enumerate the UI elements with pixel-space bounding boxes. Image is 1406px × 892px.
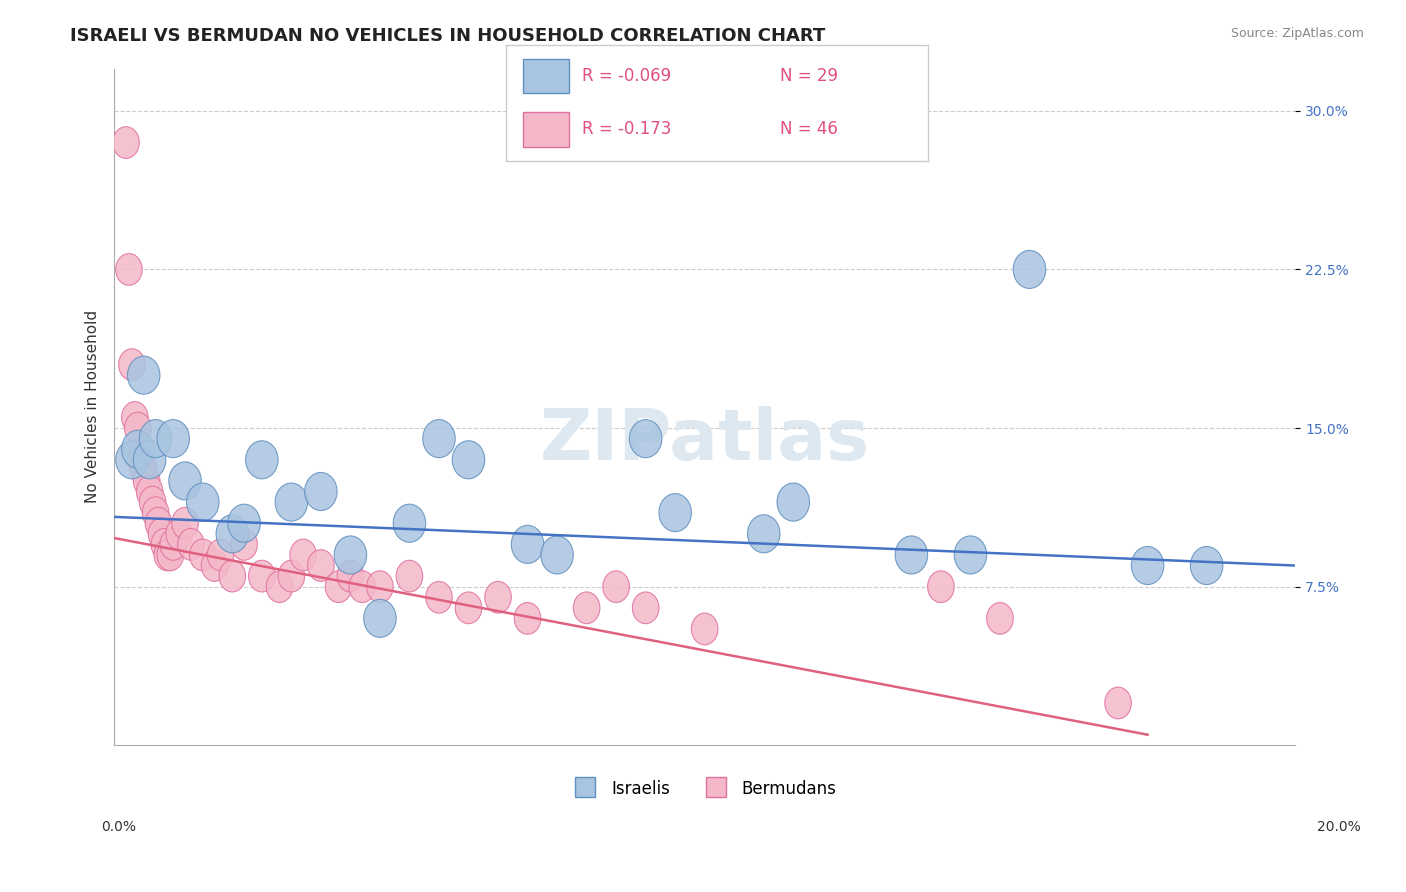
Ellipse shape — [574, 592, 600, 624]
Ellipse shape — [423, 419, 456, 458]
Ellipse shape — [134, 441, 166, 479]
Ellipse shape — [172, 508, 198, 539]
Ellipse shape — [169, 462, 201, 500]
Ellipse shape — [217, 515, 249, 553]
Ellipse shape — [145, 508, 172, 539]
Ellipse shape — [1132, 547, 1164, 584]
Ellipse shape — [231, 529, 257, 560]
Ellipse shape — [305, 473, 337, 510]
Text: 0.0%: 0.0% — [101, 821, 136, 834]
Ellipse shape — [290, 539, 316, 571]
Text: N = 29: N = 29 — [780, 67, 838, 85]
Bar — [523, 112, 569, 146]
Ellipse shape — [748, 515, 780, 553]
Ellipse shape — [207, 539, 233, 571]
Ellipse shape — [148, 518, 174, 549]
Ellipse shape — [987, 602, 1014, 634]
Ellipse shape — [157, 539, 184, 571]
Ellipse shape — [121, 401, 148, 434]
Ellipse shape — [308, 549, 335, 582]
Ellipse shape — [136, 475, 163, 508]
Ellipse shape — [128, 356, 160, 394]
Ellipse shape — [201, 549, 228, 582]
Ellipse shape — [394, 504, 426, 542]
Ellipse shape — [659, 493, 692, 532]
Ellipse shape — [125, 412, 150, 444]
Ellipse shape — [426, 582, 453, 613]
Ellipse shape — [335, 536, 367, 574]
Ellipse shape — [190, 539, 217, 571]
Text: ISRAELI VS BERMUDAN NO VEHICLES IN HOUSEHOLD CORRELATION CHART: ISRAELI VS BERMUDAN NO VEHICLES IN HOUSE… — [70, 27, 825, 45]
Ellipse shape — [633, 592, 659, 624]
Ellipse shape — [396, 560, 423, 592]
Text: 20.0%: 20.0% — [1317, 821, 1361, 834]
Ellipse shape — [115, 253, 142, 285]
Text: R = -0.173: R = -0.173 — [582, 120, 672, 138]
Ellipse shape — [266, 571, 292, 602]
Ellipse shape — [456, 592, 482, 624]
Ellipse shape — [337, 560, 364, 592]
Ellipse shape — [367, 571, 394, 602]
Ellipse shape — [139, 486, 166, 518]
Ellipse shape — [276, 483, 308, 521]
Ellipse shape — [157, 419, 190, 458]
Ellipse shape — [512, 525, 544, 564]
Ellipse shape — [1191, 547, 1223, 584]
Y-axis label: No Vehicles in Household: No Vehicles in Household — [86, 310, 100, 503]
Text: ZIPatlas: ZIPatlas — [540, 406, 870, 475]
Ellipse shape — [139, 419, 172, 458]
Ellipse shape — [128, 444, 155, 475]
Ellipse shape — [896, 536, 928, 574]
Ellipse shape — [692, 613, 718, 645]
Ellipse shape — [278, 560, 305, 592]
Ellipse shape — [142, 497, 169, 529]
Ellipse shape — [150, 529, 177, 560]
Text: Source: ZipAtlas.com: Source: ZipAtlas.com — [1230, 27, 1364, 40]
Ellipse shape — [325, 571, 352, 602]
Ellipse shape — [112, 127, 139, 159]
Ellipse shape — [1014, 251, 1046, 288]
Ellipse shape — [121, 430, 155, 468]
Text: R = -0.069: R = -0.069 — [582, 67, 671, 85]
Ellipse shape — [187, 483, 219, 521]
Ellipse shape — [219, 560, 246, 592]
Ellipse shape — [778, 483, 810, 521]
Ellipse shape — [177, 529, 204, 560]
Ellipse shape — [160, 529, 187, 560]
Ellipse shape — [515, 602, 541, 634]
Ellipse shape — [155, 539, 180, 571]
Ellipse shape — [118, 349, 145, 381]
Ellipse shape — [166, 518, 193, 549]
Ellipse shape — [228, 504, 260, 542]
Ellipse shape — [541, 536, 574, 574]
Ellipse shape — [453, 441, 485, 479]
Ellipse shape — [349, 571, 375, 602]
Text: N = 46: N = 46 — [780, 120, 838, 138]
Ellipse shape — [630, 419, 662, 458]
Ellipse shape — [955, 536, 987, 574]
Ellipse shape — [131, 455, 157, 486]
Ellipse shape — [249, 560, 276, 592]
Ellipse shape — [115, 441, 148, 479]
Ellipse shape — [364, 599, 396, 638]
Ellipse shape — [485, 582, 512, 613]
Legend: Israelis, Bermudans: Israelis, Bermudans — [567, 773, 844, 805]
Ellipse shape — [1105, 687, 1132, 719]
Ellipse shape — [134, 465, 160, 497]
Ellipse shape — [928, 571, 955, 602]
Ellipse shape — [603, 571, 630, 602]
Bar — [523, 59, 569, 94]
Ellipse shape — [246, 441, 278, 479]
